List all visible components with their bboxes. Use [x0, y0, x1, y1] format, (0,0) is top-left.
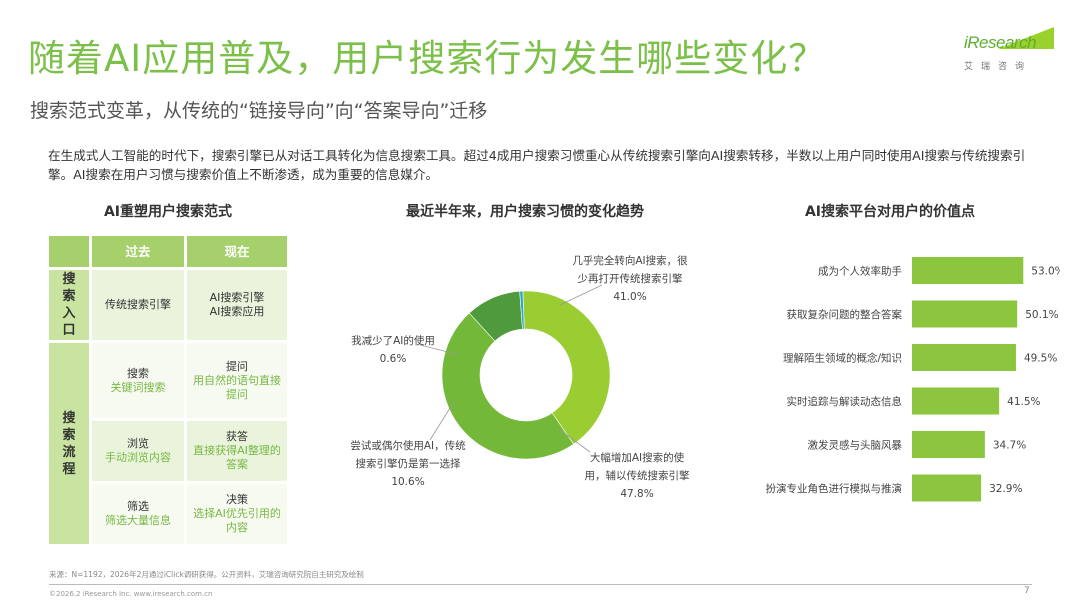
- bar-value-label: 50.1%: [1025, 309, 1058, 321]
- flow-now-desc: 直接获得AI整理的答案: [193, 444, 281, 471]
- value-points-bar-chart: 成为个人效率助手 53.0% 获取复杂问题的整合答案 50.1% 理解陌生领域的概念/知…: [766, 257, 1060, 502]
- bar-category-label: 成为个人效率助手: [818, 265, 902, 278]
- donut-slice-3: [519, 290, 525, 330]
- donut-label-text: 搜索引擎仍是第一选择: [355, 458, 461, 470]
- side-char: 口: [62, 323, 76, 338]
- side-label-entry: 搜 索 入 口: [49, 270, 89, 340]
- flow-past-desc: 关键词搜索: [110, 380, 166, 394]
- logo-text: iResearch: [964, 33, 1037, 52]
- bar-category-label: 激发灵感与头脑风暴: [808, 439, 903, 452]
- table-section-title: AI重塑用户搜索范式: [103, 204, 233, 220]
- bar-4: [912, 431, 985, 458]
- bar-value-label: 53.0%: [1031, 266, 1060, 278]
- donut-label-text: 大幅增加AI搜索的使: [589, 452, 685, 464]
- side-char: 程: [62, 461, 76, 477]
- bars-section-title: AI搜索平台对用户的价值点: [804, 204, 976, 220]
- table-header-now: 现在: [187, 236, 287, 267]
- flow-now-title: 获答: [226, 430, 248, 443]
- side-label-flow: 搜 索 流 程: [49, 343, 89, 544]
- flow-row-1-past: 搜索 关键词搜索: [92, 343, 184, 418]
- side-char: 索: [62, 289, 76, 304]
- donut-label-d: 我减少了AI的使用 0.6%: [343, 332, 443, 368]
- bar-value-label: 41.5%: [1007, 396, 1040, 408]
- flow-now-desc: 选择AI优先引用的内容: [193, 507, 281, 534]
- bar-2: [912, 344, 1016, 371]
- page-subtitle: 搜索范式变革，从传统的“链接导向”向“答案导向”迁移: [30, 100, 488, 122]
- donut-label-text: 少再打开传统搜索引擎: [577, 273, 683, 285]
- entry-now-cell: AI搜索引擎 AI搜索应用: [187, 270, 287, 340]
- bar-category-label: 扮演专业角色进行模拟与推演: [766, 482, 903, 495]
- bar-0: [912, 257, 1024, 284]
- page-title: 随着AI应用普及，用户搜索行为发生哪些变化？: [28, 37, 827, 80]
- flow-past-desc: 筛选大量信息: [105, 514, 171, 527]
- bar-value-label: 32.9%: [989, 483, 1022, 495]
- flow-now-title: 提问: [226, 359, 248, 373]
- donut-label-value: 41.0%: [613, 291, 647, 303]
- donut-label-text: 用，辅以传统搜索引擎: [584, 470, 690, 482]
- entry-now-text-1: AI搜索引擎: [209, 291, 265, 304]
- side-char: 入: [62, 306, 76, 321]
- side-char: 索: [62, 427, 76, 443]
- table-header-past: 过去: [92, 236, 184, 267]
- donut-label-value: 0.6%: [379, 353, 407, 365]
- logo-subtext: 艾瑞咨询: [964, 62, 1033, 72]
- donut-label-text: 我减少了AI的使用: [351, 335, 435, 347]
- side-char: 流: [62, 444, 76, 460]
- entry-now-text-2: AI搜索应用: [209, 305, 265, 318]
- flow-past-title: 搜索: [127, 366, 149, 380]
- donut-label-text: 几乎完全转向AI搜索，很: [572, 255, 688, 267]
- table-corner-cell: [49, 236, 89, 267]
- donut-label-text: 尝试或偶尔使用AI，传统: [350, 440, 466, 452]
- donut-section-title: 最近半年来，用户搜索习惯的变化趋势: [406, 204, 644, 220]
- donut-slice-1: [441, 312, 575, 460]
- flow-row-3-past: 筛选 筛选大量信息: [92, 484, 184, 544]
- donut-label-c: 尝试或偶尔使用AI，传统 搜索引擎仍是第一选择 10.6%: [333, 437, 483, 491]
- bar-category-label: 实时追踪与解读动态信息: [787, 395, 903, 408]
- intro-paragraph: 在生成式人工智能的时代下，搜索引擎已从对话工具转化为信息搜索工具。超过4成用户搜…: [48, 148, 1026, 182]
- footer-divider: [49, 584, 1032, 585]
- entry-past-cell: 传统搜索引擎: [92, 270, 184, 340]
- flow-past-desc: 手动浏览内容: [105, 451, 171, 464]
- flow-now-desc: 用自然的语句直接提问: [193, 373, 281, 401]
- flow-past-title: 筛选: [127, 500, 149, 513]
- flow-row-3-now: 决策 选择AI优先引用的内容: [187, 484, 287, 544]
- flow-past-title: 浏览: [127, 437, 149, 450]
- bar-value-label: 34.7%: [993, 440, 1026, 452]
- bar-category-label: 获取复杂问题的整合答案: [787, 308, 903, 321]
- search-paradigm-table: 过去 现在 搜 索 入 口 传统搜索引擎 AI搜索引擎 AI搜索应用 搜 索 流…: [49, 236, 287, 544]
- donut-label-value: 47.8%: [620, 488, 654, 500]
- side-char: 搜: [62, 272, 76, 287]
- source-note: 来源：N=1192，2026年2月通过iClick调研获得。公开资料，艾瑞咨询研…: [49, 570, 364, 579]
- iresearch-logo: iResearch 艾瑞咨询: [958, 27, 1058, 73]
- entry-past-text: 传统搜索引擎: [105, 298, 171, 311]
- donut-label-value: 10.6%: [391, 476, 425, 488]
- donut-label-a: 几乎完全转向AI搜索，很 少再打开传统搜索引擎 41.0%: [560, 252, 700, 306]
- search-habit-donut-chart: [441, 290, 611, 460]
- bar-3: [912, 387, 1000, 415]
- flow-row-1-now: 提问 用自然的语句直接提问: [187, 343, 287, 418]
- bar-category-label: 理解陌生领域的概念/知识: [783, 352, 902, 365]
- side-char: 搜: [62, 410, 76, 426]
- flow-row-2-past: 浏览 手动浏览内容: [92, 421, 184, 481]
- flow-row-2-now: 获答 直接获得AI整理的答案: [187, 421, 287, 481]
- flow-now-title: 决策: [226, 493, 248, 506]
- bar-1: [912, 300, 1018, 328]
- copyright: ©2026.2 iResearch Inc. www.iresearch.com…: [49, 590, 213, 598]
- page-number: 7: [1024, 586, 1030, 596]
- donut-label-b: 大幅增加AI搜索的使 用，辅以传统搜索引擎 47.8%: [574, 449, 700, 503]
- bar-5: [912, 474, 982, 502]
- logo-triangle-icon: [998, 27, 1054, 49]
- bar-value-label: 49.5%: [1024, 353, 1057, 365]
